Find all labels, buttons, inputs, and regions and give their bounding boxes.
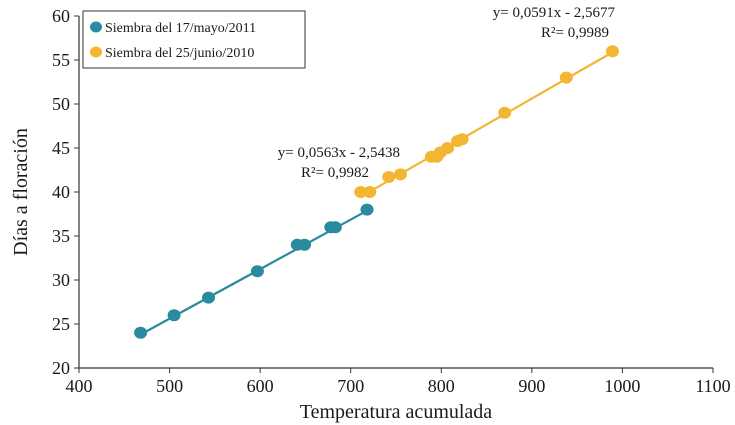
- x-tick-label: 600: [247, 376, 274, 396]
- data-point-series-2: [354, 186, 368, 198]
- y-tick-label: 45: [52, 138, 70, 158]
- data-point-series-1: [134, 326, 148, 339]
- tick-group: 400 500 600 700 800 900 1000 1100 20 25 30 35 40 45 50…: [52, 6, 731, 396]
- data-point-series-2: [498, 106, 512, 119]
- y-tick-label: 20: [52, 358, 70, 378]
- data-point-series-1: [298, 238, 312, 251]
- data-point-series-1: [360, 203, 374, 216]
- y-tick-label: 60: [52, 6, 70, 26]
- x-tick-label: 800: [428, 376, 455, 396]
- y-tick-label: 30: [52, 270, 70, 290]
- legend-marker-series-1: [90, 21, 102, 33]
- equation-series-2: y= 0,0591x - 2,5677: [493, 5, 616, 21]
- y-tick-label: 40: [52, 182, 70, 202]
- legend-box: [82, 10, 306, 69]
- data-point-series-1: [202, 291, 216, 304]
- trendline-group: [140, 51, 614, 336]
- legend: Siembra del 17/mayo/2011 Siembra del 25/…: [82, 10, 306, 69]
- data-point-series-2: [363, 186, 377, 198]
- y-axis-title: Días a floración: [10, 128, 32, 256]
- legend-label-series-2: Siembra del 25/junio/2010: [105, 46, 254, 61]
- x-tick-label: 700: [337, 376, 364, 396]
- x-tick-label: 400: [66, 376, 93, 396]
- data-point-series-1: [167, 309, 181, 322]
- point-group: [134, 45, 619, 339]
- r2-series-1: R²= 0,9982: [301, 165, 369, 181]
- r2-series-2: R²= 0,9989: [541, 25, 609, 41]
- data-point-series-2: [559, 71, 573, 84]
- data-point-series-1: [250, 265, 264, 278]
- data-point-series-1: [328, 221, 342, 234]
- data-point-series-2: [441, 142, 455, 154]
- legend-marker-series-2: [90, 46, 102, 58]
- data-point-series-2: [605, 45, 619, 58]
- trendline-annotation-series-1: y= 0,0563x - 2,5438 R²= 0,9982: [278, 145, 400, 181]
- y-tick-label: 35: [52, 226, 70, 246]
- y-tick-label: 55: [52, 50, 70, 70]
- data-point-series-2: [455, 133, 469, 146]
- data-point-series-2: [394, 168, 408, 181]
- y-tick-label: 50: [52, 94, 70, 114]
- x-tick-label: 1100: [695, 376, 730, 396]
- equation-series-1: y= 0,0563x - 2,5438: [278, 145, 400, 161]
- legend-label-series-1: Siembra del 17/mayo/2011: [105, 21, 256, 36]
- trendline-annotation-series-2: y= 0,0591x - 2,5677 R²= 0,9989: [493, 5, 616, 41]
- y-tick-label: 25: [52, 314, 70, 334]
- data-point-series-2: [382, 171, 396, 184]
- x-tick-label: 500: [156, 376, 183, 396]
- x-axis-title: Temperatura acumulada: [300, 401, 493, 423]
- x-tick-label: 1000: [604, 376, 640, 396]
- x-tick-label: 900: [518, 376, 545, 396]
